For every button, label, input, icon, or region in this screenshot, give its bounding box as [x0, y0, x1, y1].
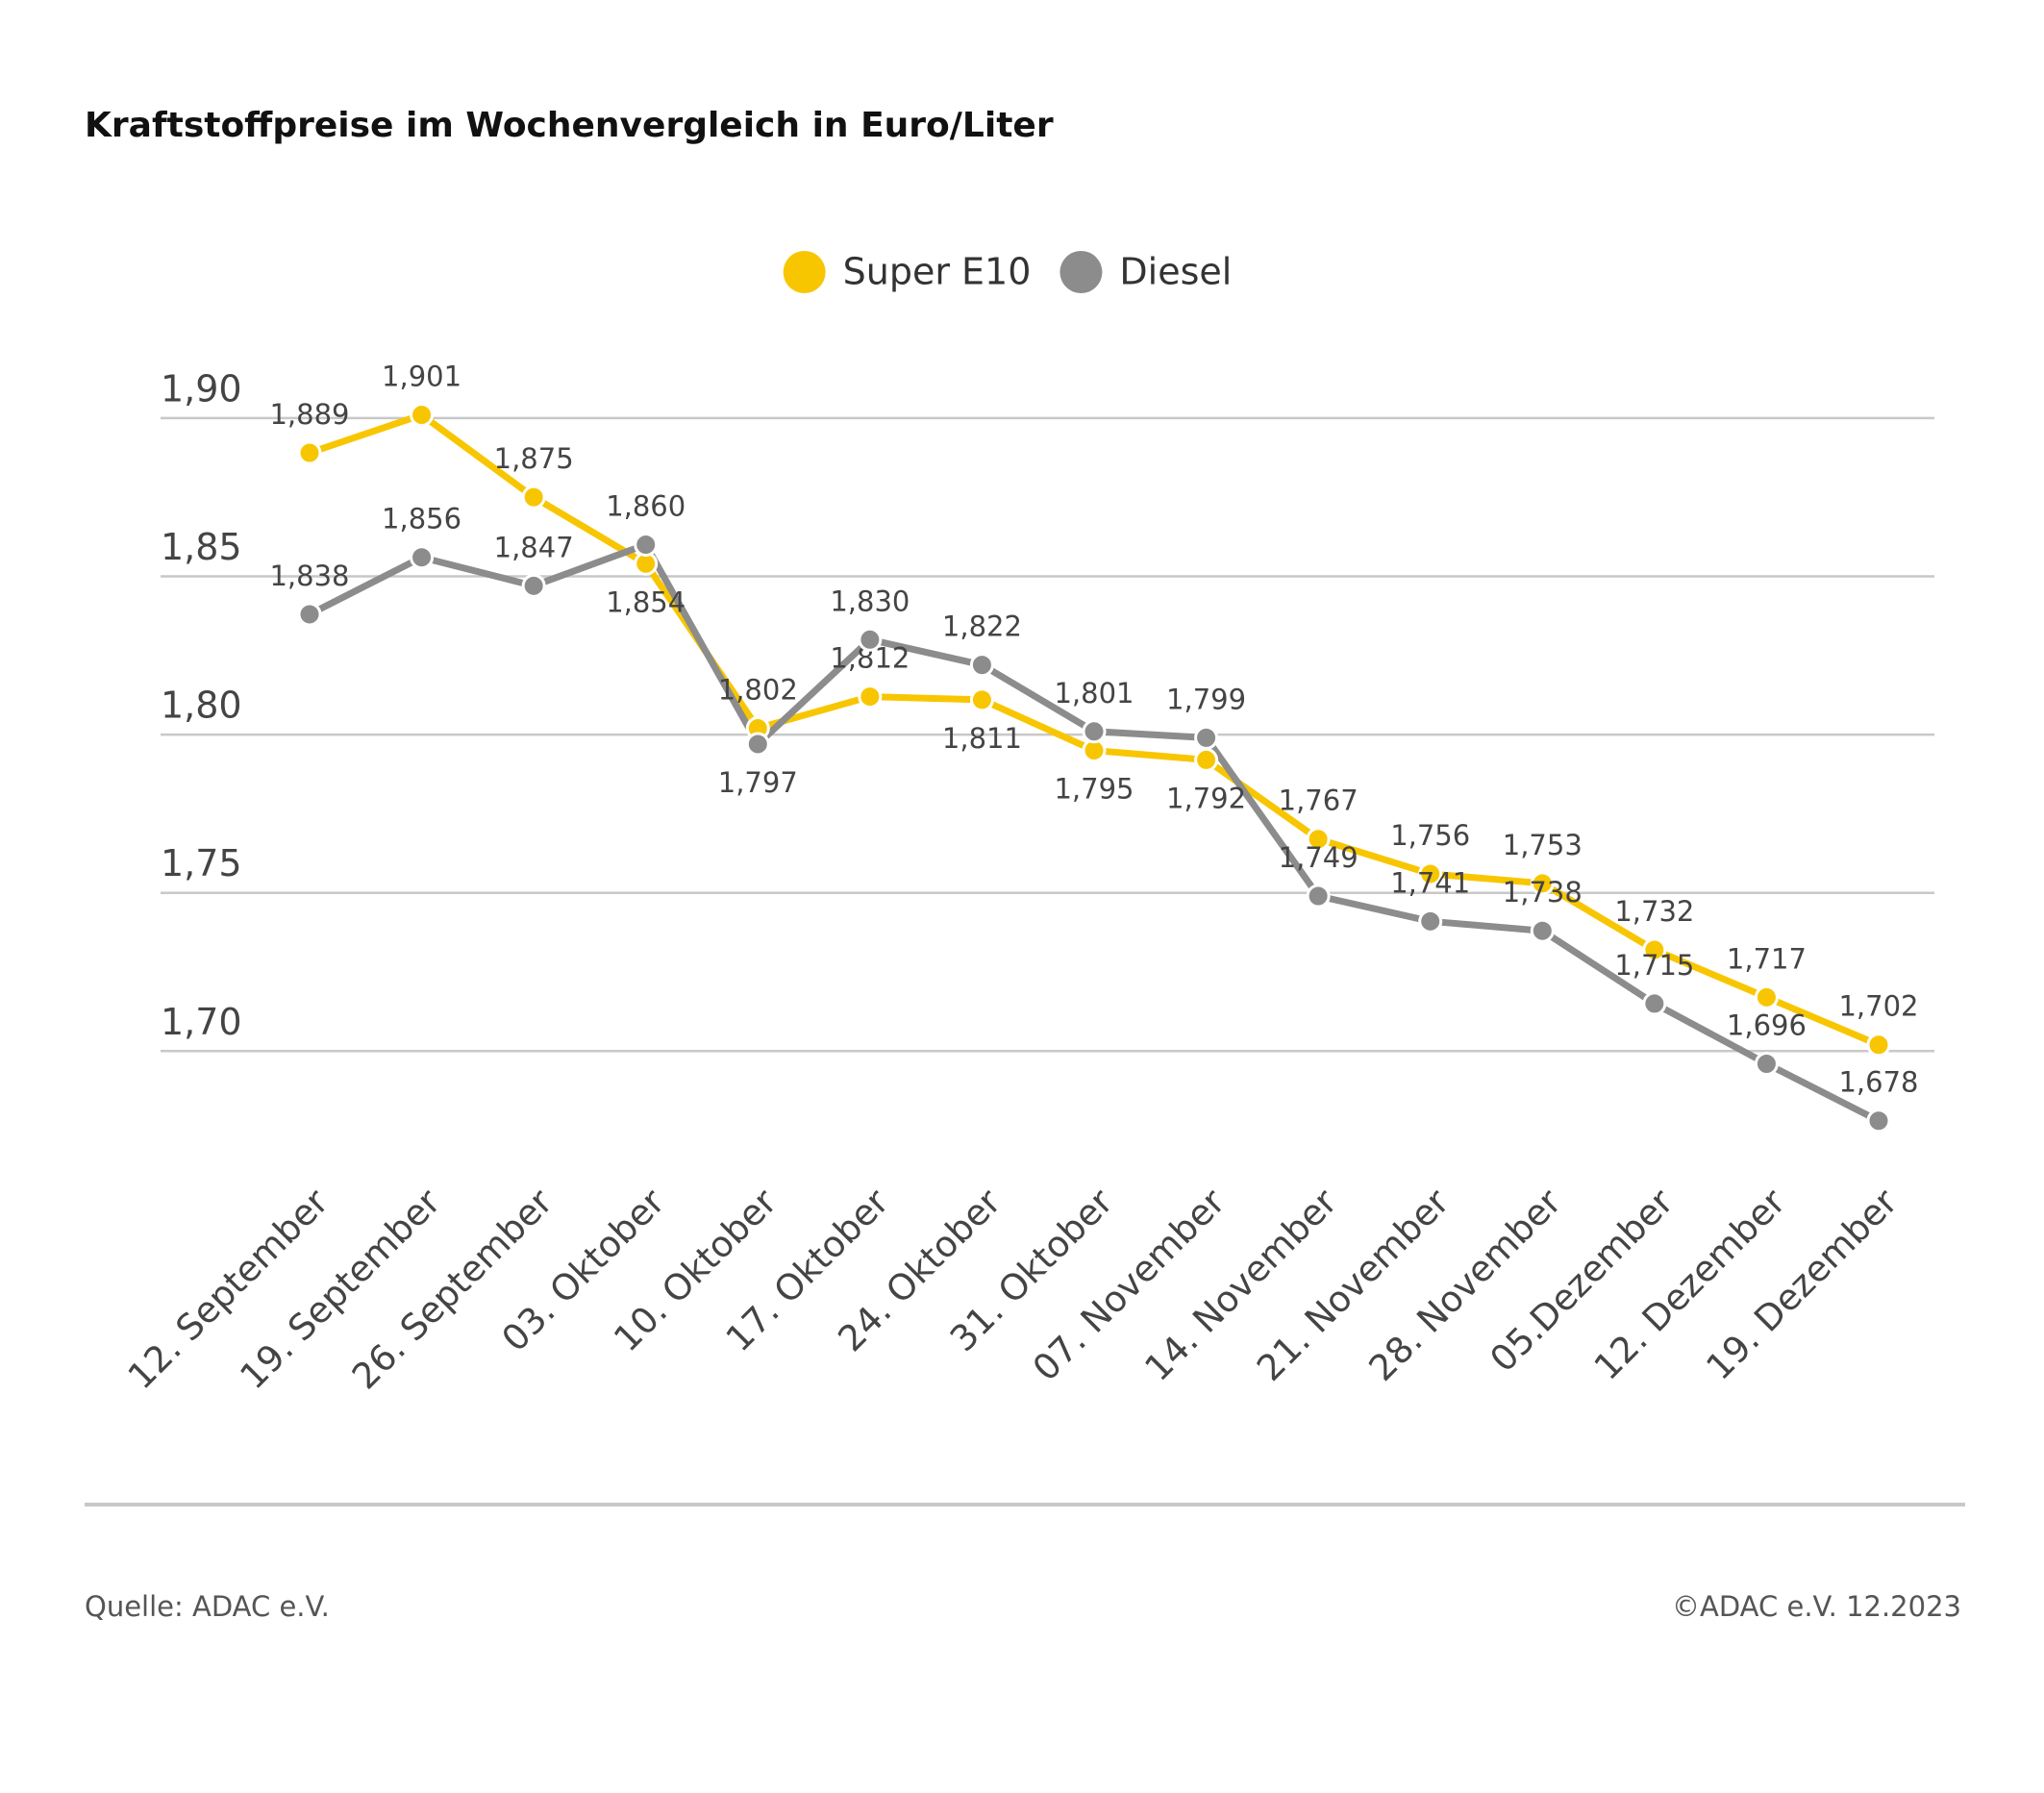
value-label: 1,678 — [1838, 1066, 1918, 1099]
data-point — [1866, 1033, 1891, 1058]
value-label: 1,847 — [494, 531, 574, 563]
data-point — [1418, 909, 1443, 934]
legend-marker — [1059, 251, 1103, 293]
data-point — [1530, 918, 1555, 943]
data-point — [1754, 984, 1779, 1009]
value-label: 1,799 — [1166, 683, 1246, 715]
data-point — [1194, 725, 1219, 750]
chart-title: Kraftstoffpreise im Wochenvergleich in E… — [85, 106, 1054, 145]
data-point — [1642, 937, 1667, 962]
value-label: 1,756 — [1390, 819, 1470, 852]
data-point — [969, 653, 994, 678]
source: Quelle: ADAC e.V. — [85, 1590, 330, 1623]
value-label: 1,797 — [718, 766, 798, 799]
data-point — [521, 573, 546, 598]
data-point — [858, 685, 883, 710]
data-point — [521, 485, 546, 510]
data-point — [297, 440, 322, 465]
data-point — [1306, 827, 1331, 852]
credit: ©ADAC e.V. 12.2023 — [1672, 1590, 1961, 1623]
y-tick-label: 1,90 — [161, 367, 242, 410]
y-tick-label: 1,70 — [161, 1001, 242, 1043]
data-point — [1082, 719, 1107, 744]
value-label: 1,741 — [1390, 866, 1470, 899]
data-point — [297, 602, 322, 627]
value-label: 1,753 — [1503, 829, 1583, 861]
y-tick-label: 1,80 — [161, 685, 242, 727]
y-tick-label: 1,85 — [161, 526, 242, 568]
data-point — [858, 627, 883, 652]
value-label: 1,860 — [606, 490, 685, 523]
value-label: 1,801 — [1054, 677, 1134, 710]
data-point — [1754, 1051, 1779, 1076]
legend-marker — [783, 251, 826, 293]
data-point — [634, 533, 659, 558]
value-label: 1,856 — [382, 503, 461, 535]
value-label: 1,854 — [606, 585, 685, 618]
value-label: 1,732 — [1614, 895, 1694, 928]
data-point — [1306, 884, 1331, 909]
legend-label: Super E10 — [843, 251, 1032, 293]
value-label: 1,767 — [1279, 784, 1359, 817]
data-point — [1530, 871, 1555, 896]
value-label: 1,702 — [1838, 990, 1918, 1023]
y-tick-label: 1,75 — [161, 842, 242, 884]
value-label: 1,811 — [942, 722, 1022, 755]
value-label: 1,830 — [830, 585, 910, 617]
data-point — [1418, 861, 1443, 886]
value-label: 1,795 — [1054, 773, 1134, 806]
data-point — [410, 403, 435, 428]
value-label: 1,792 — [1166, 782, 1246, 814]
data-point — [410, 545, 435, 570]
value-label: 1,738 — [1503, 876, 1583, 909]
value-label: 1,889 — [269, 398, 349, 431]
value-label: 1,717 — [1727, 942, 1807, 975]
data-point — [969, 687, 994, 712]
value-label: 1,901 — [382, 361, 461, 393]
data-point — [1866, 1108, 1891, 1133]
data-point — [745, 732, 770, 757]
legend-label: Diesel — [1119, 251, 1232, 293]
value-label: 1,802 — [718, 673, 798, 706]
value-label: 1,749 — [1279, 841, 1359, 874]
value-label: 1,875 — [494, 442, 574, 475]
data-point — [1194, 747, 1219, 772]
value-label: 1,715 — [1614, 949, 1694, 982]
value-label: 1,838 — [269, 560, 349, 592]
value-label: 1,822 — [942, 610, 1022, 643]
value-label: 1,696 — [1727, 1009, 1807, 1041]
data-point — [1642, 991, 1667, 1016]
